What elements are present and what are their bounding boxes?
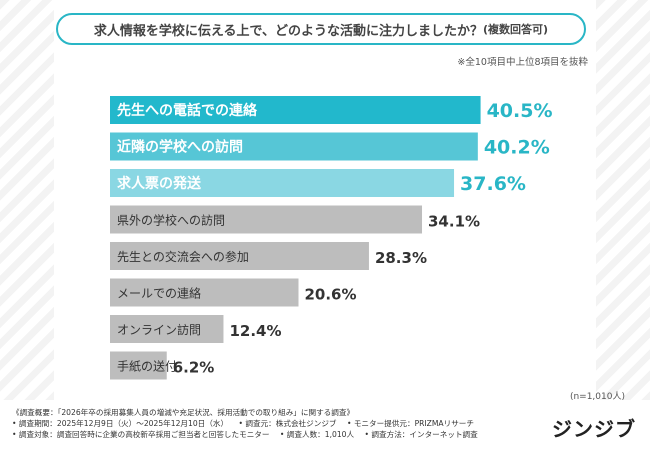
bar-2 [110, 132, 478, 161]
monitor-provider: • モニター提供元：PRIZMAリサーチ [346, 419, 474, 428]
bar-4 [110, 205, 423, 234]
items-note: ※全10項目中上位8項目を抜粋 [457, 57, 588, 68]
bar-label-8: 手紙の送付 [117, 359, 177, 374]
survey-method: • 調査方法：インターネット調査 [364, 430, 478, 439]
survey-count: • 調査人数：1,010人 [279, 430, 355, 439]
bar-8 [110, 351, 167, 380]
decorative-stripes-left [0, 0, 54, 400]
bar-label-7: オンライン訪問 [117, 322, 201, 337]
bar-1 [110, 96, 481, 124]
bar-5 [110, 242, 369, 270]
bar-label-3: 求人票の発送 [117, 175, 202, 192]
footer-band [0, 403, 650, 450]
survey-period: • 調査期間：2025年12月9日（火）～2025年12月10日（水） [12, 419, 229, 428]
value-label-5: 28.3% [375, 249, 427, 267]
bar-label-6: メールでの連絡 [117, 286, 201, 301]
bar-label-2: 近隣の学校への訪問 [117, 139, 243, 156]
company-logo: ジンジブ [552, 417, 636, 441]
bar-label-1: 先生への電話での連絡 [117, 102, 258, 119]
survey-source: • 調査元：株式会社ジンジブ [238, 419, 337, 428]
chart-title-box: 求人情報を学校に伝える上で、どのような活動に注力しましたか？ (複数回答可) [56, 13, 586, 45]
footer-line-1: 《調査概要：「2026年卒の採用募集人員の増減や充足状況、採用活動での取り組み」… [12, 408, 355, 417]
survey-target: • 調査対象：調査回答時に企業の高校新卒採用ご担当者と回答したモニター [12, 430, 270, 439]
value-label-2: 40.2% [484, 137, 550, 159]
value-label-4: 34.1% [428, 213, 480, 231]
sample-size-label: (n=1,010人) [569, 392, 625, 402]
footer-line-3: • 調査対象：調査回答時に企業の高校新卒採用ご担当者と回答したモニター • 調査… [12, 429, 552, 440]
bar-7 [110, 315, 224, 343]
bar-3 [110, 169, 455, 197]
value-label-6: 20.6% [304, 286, 356, 304]
chart-title: 求人情報を学校に伝える上で、どのような活動に注力しましたか？ [93, 23, 484, 39]
footer-line-2: • 調査期間：2025年12月9日（火）～2025年12月10日（水） • 調査… [12, 418, 552, 429]
bar-chart: 先生への電話での連絡 40.5% 近隣の学校への訪問 40.2% 求人票の発送 37.6%… [110, 96, 553, 380]
decorative-stripes-right [596, 0, 650, 400]
chart-title-note: (複数回答可) [483, 23, 549, 36]
value-label-8: 6.2% [173, 359, 215, 377]
bar-label-4: 県外の学校への訪問 [117, 213, 225, 228]
bar-label-5: 先生との交流会への参加 [117, 249, 249, 264]
bar-6 [110, 278, 299, 307]
value-label-7: 12.4% [229, 322, 281, 340]
value-label-3: 37.6% [460, 173, 526, 195]
value-label-1: 40.5% [487, 100, 553, 122]
survey-footer: 《調査概要：「2026年卒の採用募集人員の増減や充足状況、採用活動での取り組み」… [12, 407, 552, 440]
